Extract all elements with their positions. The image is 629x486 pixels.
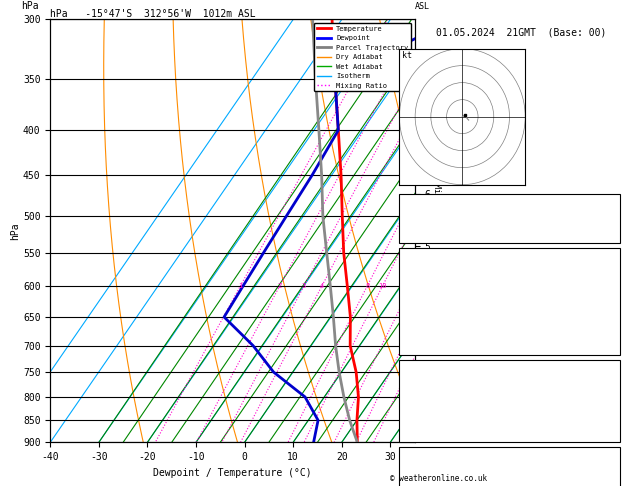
Text: 23.2: 23.2	[595, 266, 616, 275]
Text: SREH: SREH	[403, 479, 424, 486]
Y-axis label: hPa: hPa	[10, 222, 20, 240]
Legend: Temperature, Dewpoint, Parcel Trajectory, Dry Adiabat, Wet Adiabat, Isotherm, Mi: Temperature, Dewpoint, Parcel Trajectory…	[314, 23, 411, 91]
Text: 10: 10	[378, 283, 387, 289]
Text: Totals Totals: Totals Totals	[403, 214, 472, 223]
Text: 339: 339	[600, 390, 616, 399]
Text: 40: 40	[606, 214, 616, 223]
Text: Lifted Index: Lifted Index	[403, 312, 467, 321]
Text: hPa   -15°47'S  312°56'W  1012m ASL: hPa -15°47'S 312°56'W 1012m ASL	[50, 9, 256, 18]
Text: CIN (J): CIN (J)	[403, 343, 440, 352]
Text: Most Unstable: Most Unstable	[403, 362, 483, 371]
Text: Pressure (mb): Pressure (mb)	[403, 376, 472, 385]
Text: PW (cm): PW (cm)	[403, 230, 440, 240]
Text: 0: 0	[611, 431, 616, 440]
Text: CL: CL	[416, 396, 426, 405]
Text: 2.04: 2.04	[595, 230, 616, 240]
Text: Dewp (°C): Dewp (°C)	[403, 281, 451, 291]
Text: 3: 3	[302, 283, 306, 289]
Text: EH: EH	[403, 465, 413, 473]
Text: hPa: hPa	[21, 1, 39, 11]
Y-axis label: Mixing Ratio (g/kg): Mixing Ratio (g/kg)	[432, 183, 442, 278]
Text: 0: 0	[611, 479, 616, 486]
Text: 1: 1	[238, 283, 242, 289]
Text: Lifted Index: Lifted Index	[403, 403, 467, 412]
Text: kt: kt	[402, 52, 412, 60]
Text: 15: 15	[407, 283, 415, 289]
Text: 01.05.2024  21GMT  (Base: 00): 01.05.2024 21GMT (Base: 00)	[437, 28, 607, 38]
Text: 0: 0	[611, 417, 616, 426]
Text: km
ASL: km ASL	[415, 0, 430, 11]
Text: Surface: Surface	[403, 251, 451, 260]
Text: 0: 0	[611, 343, 616, 352]
Text: CAPE (J): CAPE (J)	[403, 417, 445, 426]
Text: 850: 850	[600, 376, 616, 385]
Text: 2: 2	[277, 283, 282, 289]
X-axis label: Dewpoint / Temperature (°C): Dewpoint / Temperature (°C)	[153, 468, 312, 478]
Text: © weatheronline.co.uk: © weatheronline.co.uk	[390, 474, 487, 483]
Text: 0: 0	[611, 328, 616, 336]
Text: 339: 339	[600, 297, 616, 306]
Text: 14.2: 14.2	[595, 281, 616, 291]
Text: Hodograph: Hodograph	[403, 450, 462, 459]
Text: 4: 4	[320, 283, 324, 289]
Text: θₑ(K): θₑ(K)	[403, 297, 430, 306]
Text: 4: 4	[611, 312, 616, 321]
Text: 32: 32	[606, 198, 616, 207]
Text: CIN (J): CIN (J)	[403, 431, 440, 440]
Text: -4: -4	[606, 465, 616, 473]
Text: Temp (°C): Temp (°C)	[403, 266, 451, 275]
Text: CAPE (J): CAPE (J)	[403, 328, 445, 336]
Text: 8: 8	[365, 283, 369, 289]
Text: K: K	[403, 198, 408, 207]
Text: 4: 4	[611, 403, 616, 412]
Text: θₑ (K): θₑ (K)	[403, 390, 435, 399]
